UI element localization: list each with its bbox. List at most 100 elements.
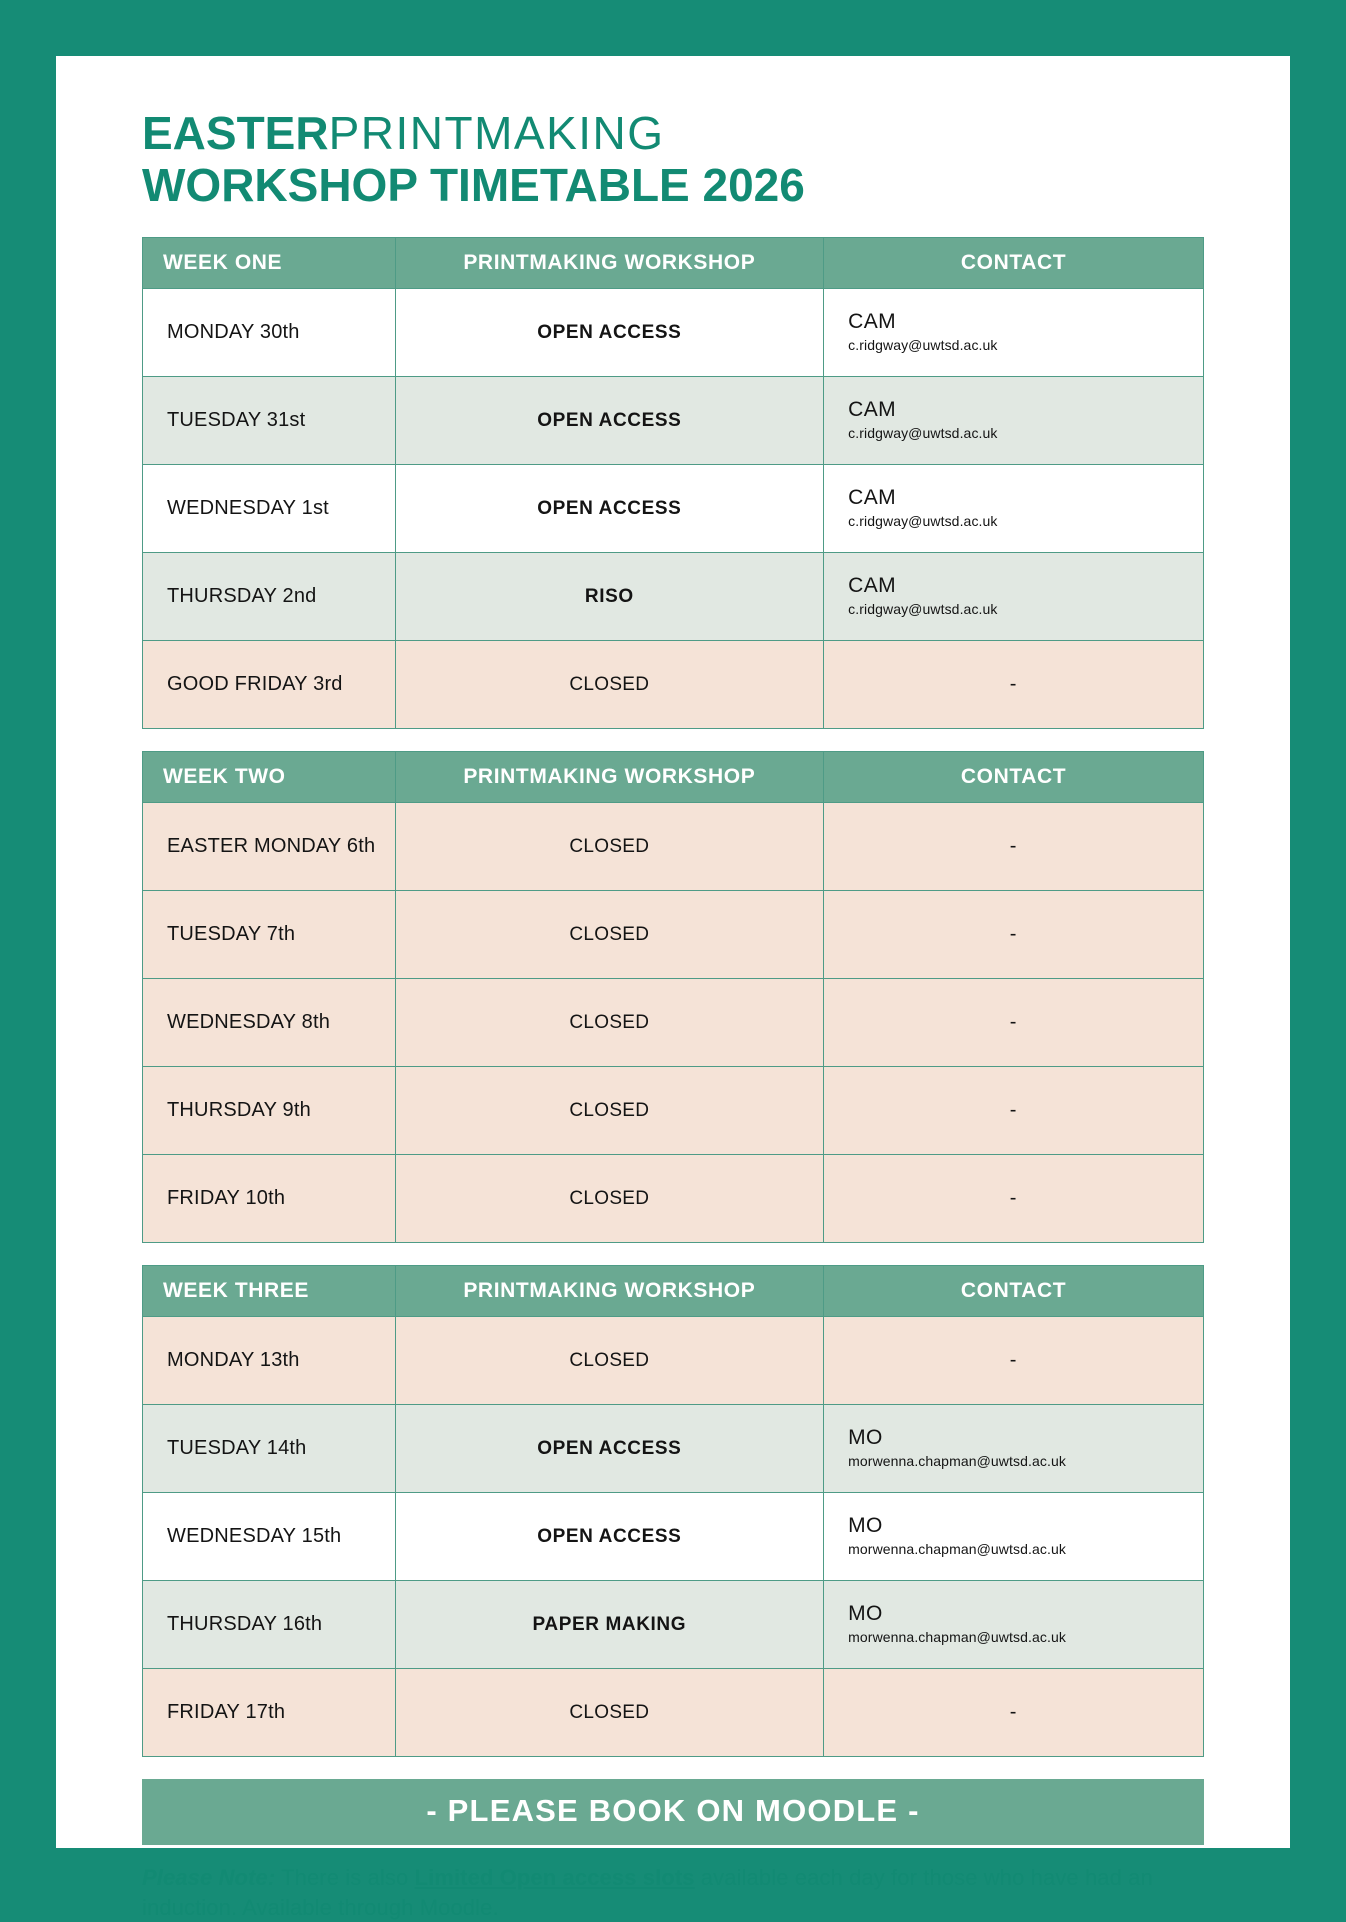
footnote: Please Note: There is also Limited Open …	[142, 1863, 1204, 1922]
table-row: FRIDAY 17th CLOSED -	[142, 1668, 1204, 1758]
footnote-part-one: There is also	[275, 1865, 415, 1891]
column-header-workshop: PRINTMAKING WORKSHOP	[394, 751, 825, 804]
workshop-cell: CLOSED	[394, 802, 825, 892]
table-row: TUESDAY 7th CLOSED -	[142, 890, 1204, 980]
workshop-cell: RISO	[394, 552, 825, 642]
column-header-workshop: PRINTMAKING WORKSHOP	[394, 237, 825, 290]
workshop-cell: CLOSED	[394, 978, 825, 1068]
contact-name: CAM	[848, 309, 897, 333]
day-cell: WEDNESDAY 8th	[142, 978, 396, 1068]
poster-frame: EASTERPRINTMAKING WORKSHOP TIMETABLE 202…	[56, 56, 1290, 1920]
week-header-label: WEEK THREE	[142, 1265, 396, 1318]
column-header-contact: CONTACT	[823, 1265, 1204, 1318]
contact-cell: MO morwenna.chapman@uwtsd.ac.uk	[823, 1580, 1204, 1670]
workshop-cell: OPEN ACCESS	[394, 288, 825, 378]
contact-cell-empty: -	[823, 802, 1204, 892]
day-cell: TUESDAY 31st	[142, 376, 396, 466]
table-header-row: WEEK TWO PRINTMAKING WORKSHOP CONTACT	[142, 751, 1204, 804]
footnote-lead: Please Note:	[142, 1865, 276, 1891]
contact-cell-empty: -	[823, 978, 1204, 1068]
column-header-contact: CONTACT	[823, 237, 1204, 290]
table-row: EASTER MONDAY 6th CLOSED -	[142, 802, 1204, 892]
contact-email[interactable]: morwenna.chapman@uwtsd.ac.uk	[848, 1629, 1066, 1646]
contact-cell-empty: -	[823, 1066, 1204, 1156]
title-line-two: WORKSHOP TIMETABLE 2026	[142, 158, 805, 211]
workshop-cell: CLOSED	[394, 1668, 825, 1758]
contact-cell: CAM c.ridgway@uwtsd.ac.uk	[823, 288, 1204, 378]
workshop-cell: OPEN ACCESS	[394, 464, 825, 554]
contact-cell: CAM c.ridgway@uwtsd.ac.uk	[823, 552, 1204, 642]
contact-cell: MO morwenna.chapman@uwtsd.ac.uk	[823, 1492, 1204, 1582]
contact-cell-empty: -	[823, 1668, 1204, 1758]
contact-name: MO	[848, 1601, 883, 1625]
contact-cell: CAM c.ridgway@uwtsd.ac.uk	[823, 464, 1204, 554]
workshop-cell: CLOSED	[394, 1154, 825, 1244]
contact-email[interactable]: c.ridgway@uwtsd.ac.uk	[848, 601, 998, 618]
day-cell: FRIDAY 10th	[142, 1154, 396, 1244]
day-cell: TUESDAY 7th	[142, 890, 396, 980]
week-table: WEEK THREE PRINTMAKING WORKSHOP CONTACT MON…	[142, 1265, 1204, 1758]
week-table: WEEK ONE PRINTMAKING WORKSHOP CONTACT MONDA…	[142, 237, 1204, 730]
day-cell: TUESDAY 14th	[142, 1404, 396, 1494]
contact-email[interactable]: c.ridgway@uwtsd.ac.uk	[848, 337, 998, 354]
table-header-row: WEEK ONE PRINTMAKING WORKSHOP CONTACT	[142, 237, 1204, 290]
contact-email[interactable]: morwenna.chapman@uwtsd.ac.uk	[848, 1541, 1066, 1558]
contact-cell-empty: -	[823, 890, 1204, 980]
week-tables-container: WEEK ONE PRINTMAKING WORKSHOP CONTACT MONDA…	[142, 237, 1204, 1758]
day-cell: FRIDAY 17th	[142, 1668, 396, 1758]
table-row: WEDNESDAY 8th CLOSED -	[142, 978, 1204, 1068]
day-cell: MONDAY 30th	[142, 288, 396, 378]
contact-cell-empty: -	[823, 640, 1204, 730]
table-row: WEDNESDAY 1st OPEN ACCESS CAM c.ridgway@uwt…	[142, 464, 1204, 554]
table-row: THURSDAY 16th PAPER MAKING MO morwenna.chap…	[142, 1580, 1204, 1670]
table-row: FRIDAY 10th CLOSED -	[142, 1154, 1204, 1244]
poster-content: EASTERPRINTMAKING WORKSHOP TIMETABLE 202…	[56, 56, 1290, 1922]
table-row: TUESDAY 14th OPEN ACCESS MO morwenna.chapma…	[142, 1404, 1204, 1494]
day-cell: WEDNESDAY 15th	[142, 1492, 396, 1582]
day-cell: EASTER MONDAY 6th	[142, 802, 396, 892]
table-header-row: WEEK THREE PRINTMAKING WORKSHOP CONTACT	[142, 1265, 1204, 1318]
week-table: WEEK TWO PRINTMAKING WORKSHOP CONTACT EASTE…	[142, 751, 1204, 1244]
day-cell: MONDAY 13th	[142, 1316, 396, 1406]
contact-email[interactable]: morwenna.chapman@uwtsd.ac.uk	[848, 1453, 1066, 1470]
day-cell: THURSDAY 16th	[142, 1580, 396, 1670]
workshop-cell: OPEN ACCESS	[394, 1492, 825, 1582]
contact-cell-empty: -	[823, 1154, 1204, 1244]
contact-name: CAM	[848, 573, 897, 597]
table-row: TUESDAY 31st OPEN ACCESS CAM c.ridgway@uwts…	[142, 376, 1204, 466]
workshop-cell: OPEN ACCESS	[394, 376, 825, 466]
workshop-cell: CLOSED	[394, 1316, 825, 1406]
table-row: THURSDAY 9th CLOSED -	[142, 1066, 1204, 1156]
contact-cell: CAM c.ridgway@uwtsd.ac.uk	[823, 376, 1204, 466]
footnote-emphasis: Limited Open access slots	[414, 1865, 695, 1891]
day-cell: THURSDAY 2nd	[142, 552, 396, 642]
page-title: EASTERPRINTMAKING WORKSHOP TIMETABLE 202…	[142, 107, 1204, 211]
day-cell: WEDNESDAY 1st	[142, 464, 396, 554]
contact-cell-empty: -	[823, 1316, 1204, 1406]
title-line-one: EASTERPRINTMAKING	[142, 107, 1204, 160]
title-easter: EASTER	[142, 107, 329, 159]
workshop-cell: CLOSED	[394, 640, 825, 730]
week-header-label: WEEK ONE	[142, 237, 396, 290]
column-header-workshop: PRINTMAKING WORKSHOP	[394, 1265, 825, 1318]
column-header-contact: CONTACT	[823, 751, 1204, 804]
table-row: GOOD FRIDAY 3rd CLOSED -	[142, 640, 1204, 730]
workshop-cell: CLOSED	[394, 1066, 825, 1156]
contact-name: MO	[848, 1513, 883, 1537]
contact-name: CAM	[848, 485, 897, 509]
contact-name: MO	[848, 1425, 883, 1449]
day-cell: THURSDAY 9th	[142, 1066, 396, 1156]
table-row: MONDAY 30th OPEN ACCESS CAM c.ridgway@uwtsd…	[142, 288, 1204, 378]
contact-email[interactable]: c.ridgway@uwtsd.ac.uk	[848, 425, 998, 442]
contact-cell: MO morwenna.chapman@uwtsd.ac.uk	[823, 1404, 1204, 1494]
title-printmaking: PRINTMAKING	[328, 107, 665, 159]
day-cell: GOOD FRIDAY 3rd	[142, 640, 396, 730]
moodle-banner[interactable]: - PLEASE BOOK ON MOODLE -	[142, 1779, 1204, 1846]
contact-name: CAM	[848, 397, 897, 421]
workshop-cell: CLOSED	[394, 890, 825, 980]
table-row: MONDAY 13th CLOSED -	[142, 1316, 1204, 1406]
workshop-cell: OPEN ACCESS	[394, 1404, 825, 1494]
contact-email[interactable]: c.ridgway@uwtsd.ac.uk	[848, 513, 998, 530]
table-row: THURSDAY 2nd RISO CAM c.ridgway@uwtsd.ac.uk	[142, 552, 1204, 642]
workshop-cell: PAPER MAKING	[394, 1580, 825, 1670]
